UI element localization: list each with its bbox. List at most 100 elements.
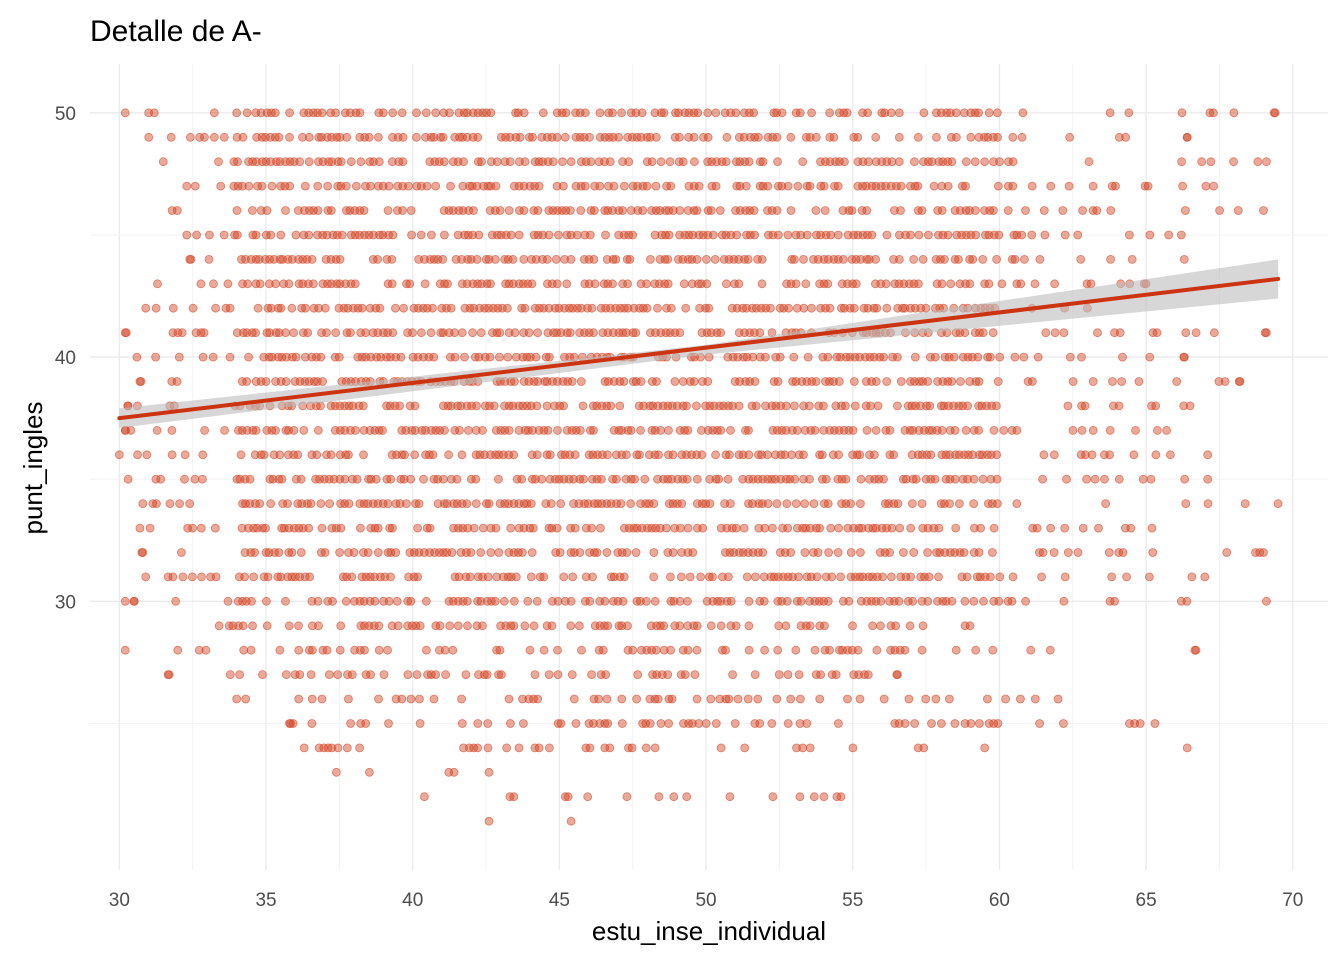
data-point <box>994 596 1004 606</box>
data-point <box>1049 548 1059 557</box>
data-point <box>786 279 796 289</box>
data-point <box>156 474 166 484</box>
data-point <box>285 181 295 191</box>
data-point <box>1269 108 1279 118</box>
data-point <box>834 450 843 460</box>
data-point <box>566 596 576 606</box>
data-point <box>383 645 393 655</box>
data-point <box>400 450 410 460</box>
data-point <box>619 181 629 191</box>
data-point <box>868 523 878 533</box>
data-point <box>880 108 890 118</box>
data-point <box>1151 450 1161 460</box>
data-point <box>384 719 393 728</box>
data-point <box>906 523 916 533</box>
data-point <box>284 279 294 289</box>
data-point <box>539 645 549 655</box>
data-point <box>517 474 527 484</box>
data-point <box>393 621 403 631</box>
data-point <box>731 206 740 215</box>
data-point <box>435 621 445 631</box>
data-point <box>642 645 652 655</box>
data-point <box>452 474 462 484</box>
data-point <box>285 132 294 142</box>
data-point <box>917 499 927 509</box>
data-point <box>834 523 843 533</box>
data-point <box>782 596 792 606</box>
data-point <box>683 548 693 557</box>
data-point <box>401 499 411 509</box>
data-point <box>393 181 403 191</box>
data-point <box>555 548 565 557</box>
data-point <box>782 279 791 289</box>
data-point <box>642 157 652 167</box>
data-point <box>968 450 977 460</box>
data-point <box>752 303 761 313</box>
data-point <box>317 523 327 533</box>
data-point <box>1145 230 1155 240</box>
data-point <box>793 181 803 191</box>
data-point <box>490 254 500 264</box>
data-point <box>819 181 829 191</box>
data-point <box>894 132 904 142</box>
data-point <box>963 401 972 411</box>
data-point <box>204 230 214 240</box>
data-point <box>966 719 976 728</box>
data-point <box>819 425 829 435</box>
data-point <box>901 230 910 240</box>
data-point <box>889 596 899 606</box>
data-point <box>716 328 726 338</box>
data-point <box>958 181 967 191</box>
data-point <box>563 377 573 386</box>
data-point <box>1107 181 1117 191</box>
data-point <box>519 254 529 264</box>
data-point <box>781 401 791 411</box>
data-point <box>586 157 596 167</box>
data-point <box>307 719 317 728</box>
data-point <box>748 499 757 509</box>
data-point <box>952 132 961 142</box>
data-point <box>823 352 833 362</box>
data-point <box>690 670 700 679</box>
data-point <box>262 206 272 215</box>
data-point <box>583 499 593 509</box>
data-point <box>702 279 712 289</box>
data-point <box>1028 377 1037 386</box>
data-point <box>511 352 521 362</box>
data-point <box>1073 548 1083 557</box>
data-point <box>825 425 835 435</box>
data-point <box>499 596 509 606</box>
data-point <box>261 377 271 386</box>
data-point <box>1234 377 1244 386</box>
data-point <box>955 499 964 509</box>
data-point <box>508 254 518 264</box>
y-tick-label: 40 <box>55 348 76 369</box>
data-point <box>628 230 638 240</box>
data-point <box>719 254 729 264</box>
data-point <box>1027 181 1037 191</box>
data-point <box>992 450 1002 460</box>
data-point <box>647 425 657 435</box>
data-point <box>303 279 313 289</box>
data-point <box>834 377 844 386</box>
data-point <box>431 181 441 191</box>
data-point <box>961 230 971 240</box>
data-point <box>974 425 984 435</box>
data-point <box>731 523 741 533</box>
data-point <box>600 719 610 728</box>
data-point <box>335 132 345 142</box>
data-point <box>370 523 380 533</box>
data-point <box>305 572 315 582</box>
data-point <box>930 474 940 484</box>
data-point <box>197 474 207 484</box>
data-point <box>895 645 905 655</box>
data-point <box>668 450 678 460</box>
data-point <box>666 596 676 606</box>
data-point <box>398 132 408 142</box>
data-point <box>674 108 683 118</box>
data-point <box>514 743 524 753</box>
data-point <box>208 352 218 362</box>
data-point <box>880 548 890 557</box>
data-point <box>1076 254 1086 264</box>
data-point <box>313 206 323 215</box>
